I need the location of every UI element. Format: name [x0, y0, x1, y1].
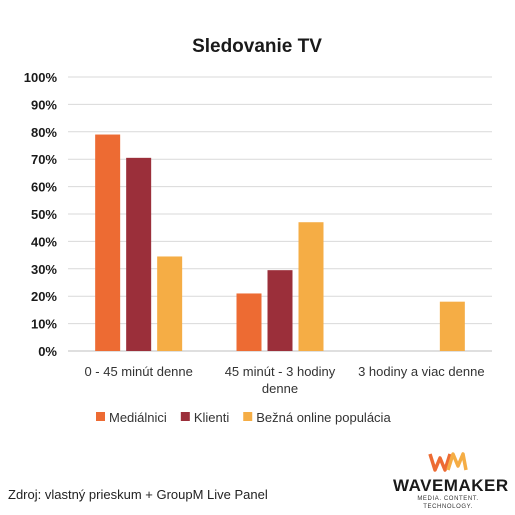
- x-tick-label: 45 minút - 3 hodiny denne: [225, 364, 336, 396]
- wm-logo-mark: [428, 452, 468, 472]
- legend-item: Klienti: [180, 410, 230, 425]
- legend-label: Mediálnici: [109, 410, 167, 425]
- legend-swatch: [243, 412, 253, 421]
- y-tick-label: 50%: [31, 207, 57, 222]
- y-tick-label: 20%: [31, 289, 57, 304]
- legend-swatch: [96, 412, 105, 421]
- y-tick-label: 30%: [31, 262, 57, 277]
- chart-title: Sledovanie TV: [192, 36, 322, 57]
- bar-1-2: [236, 293, 262, 351]
- bar-1-1: [95, 134, 121, 351]
- wavemaker-logo: WAVEMAKER MEDIA. CONTENT. TECHNOLOGY.: [393, 452, 509, 511]
- y-tick-label: 80%: [31, 125, 57, 140]
- logo-wordmark: WAVEMAKER: [393, 476, 509, 495]
- legend-swatch: [180, 412, 190, 421]
- y-tick-label: 100%: [24, 70, 58, 85]
- legend-label: Klienti: [194, 410, 230, 425]
- bars: [95, 134, 465, 351]
- bar-3-3: [439, 301, 465, 351]
- y-axis: 0% 10% 20% 30% 40% 50% 60% 70% 80% 90% 100%: [24, 70, 58, 359]
- legend: Mediálnici Klienti Bežná online populácia: [96, 410, 391, 425]
- bar-3-1: [157, 256, 183, 351]
- y-tick-label: 0%: [38, 344, 57, 359]
- x-tick-label: 3 hodiny a viac denne: [358, 364, 484, 379]
- y-tick-label: 10%: [31, 317, 57, 332]
- bar-3-2: [298, 222, 324, 351]
- x-axis: 0 - 45 minút denne 45 minút - 3 hodiny den…: [84, 364, 484, 396]
- x-tick-label: 0 - 45 minút denne: [84, 364, 192, 379]
- legend-label: Bežná online populácia: [256, 410, 391, 425]
- y-tick-label: 70%: [31, 152, 57, 167]
- bar-2-2: [267, 270, 293, 351]
- legend-item: Mediálnici: [96, 410, 167, 425]
- logo-tagline: MEDIA. CONTENT. TECHNOLOGY.: [417, 496, 479, 510]
- legend-item: Bežná online populácia: [243, 410, 391, 425]
- bar-2-1: [126, 157, 152, 351]
- y-tick-label: 60%: [31, 180, 57, 195]
- y-tick-label: 90%: [31, 97, 57, 112]
- source-note: Zdroj: vlastný prieskum + GroupM Live Pa…: [8, 487, 268, 502]
- y-tick-label: 40%: [31, 234, 57, 249]
